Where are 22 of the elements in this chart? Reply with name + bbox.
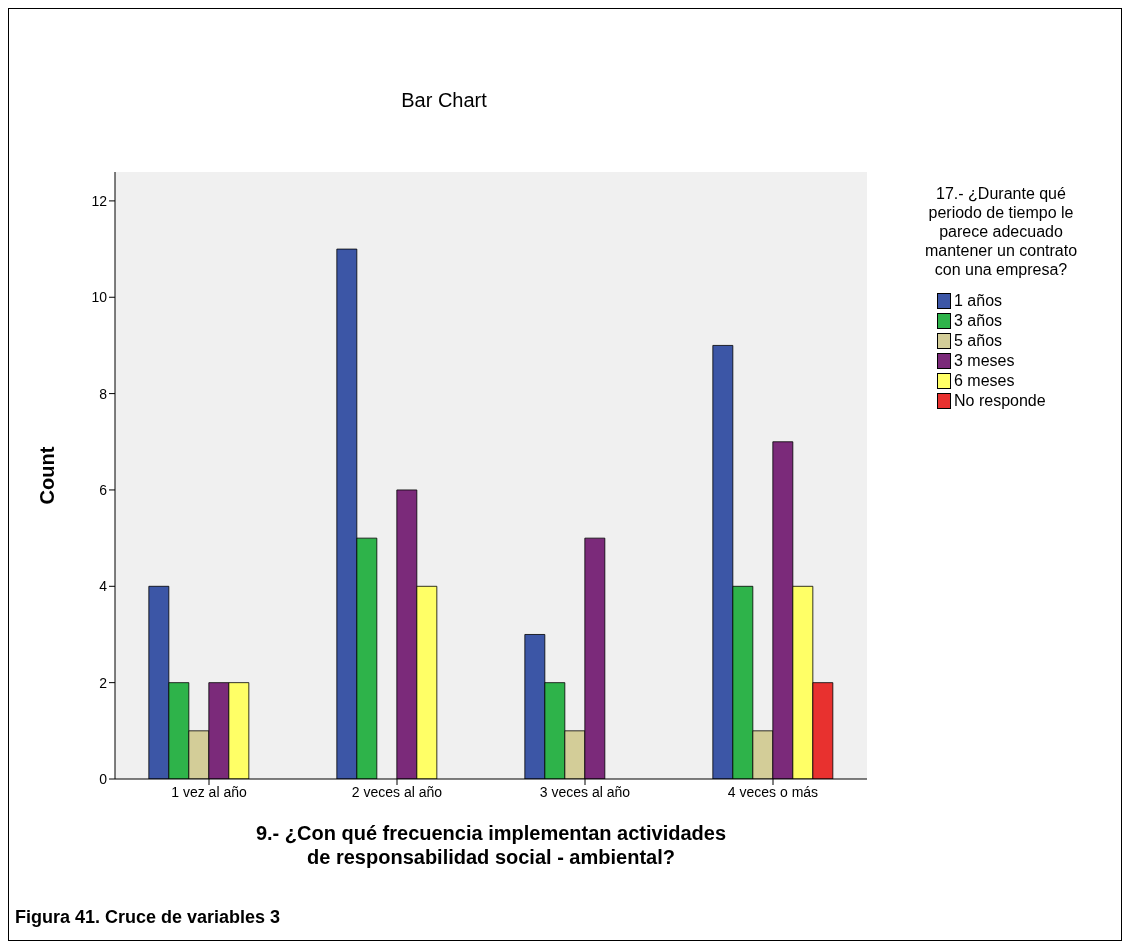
y-axis-title: Count — [36, 446, 59, 505]
legend-label: 1 años — [954, 292, 1003, 310]
text: Figura 41. Cruce de variables 3 — [15, 907, 281, 928]
legend-label: 5 años — [954, 332, 1003, 350]
y-tick-label: 10 — [91, 289, 108, 306]
y-tick-label: 6 — [99, 481, 108, 498]
y-tick-label: 2 — [99, 674, 108, 691]
legend-label: 3 meses — [954, 352, 1015, 370]
x-tick-label: 4 veces o más — [727, 783, 819, 800]
y-tick-label: 12 — [91, 192, 108, 209]
legend-label: 3 años — [954, 312, 1003, 330]
x-axis-title: 9.- ¿Con qué frecuencia implementan actividades de responsabilidad social - ambiental? — [254, 821, 728, 869]
y-tick-label: 0 — [99, 770, 108, 787]
chart-title: Bar Chart — [400, 89, 488, 112]
x-tick-label: 2 veces al año — [351, 783, 443, 800]
legend-label: 6 meses — [954, 372, 1015, 390]
x-tick-label: 3 veces al año — [539, 783, 631, 800]
legend-label: No responde — [954, 392, 1046, 410]
legend-title: 17.- ¿Durante qué periodo de tiempo le parece adecuado mantener un contrato con una empresa? — [923, 184, 1079, 279]
y-tick-label: 8 — [99, 385, 108, 402]
y-tick-label: 4 — [99, 578, 108, 595]
x-tick-label: 1 vez al año — [171, 783, 247, 800]
